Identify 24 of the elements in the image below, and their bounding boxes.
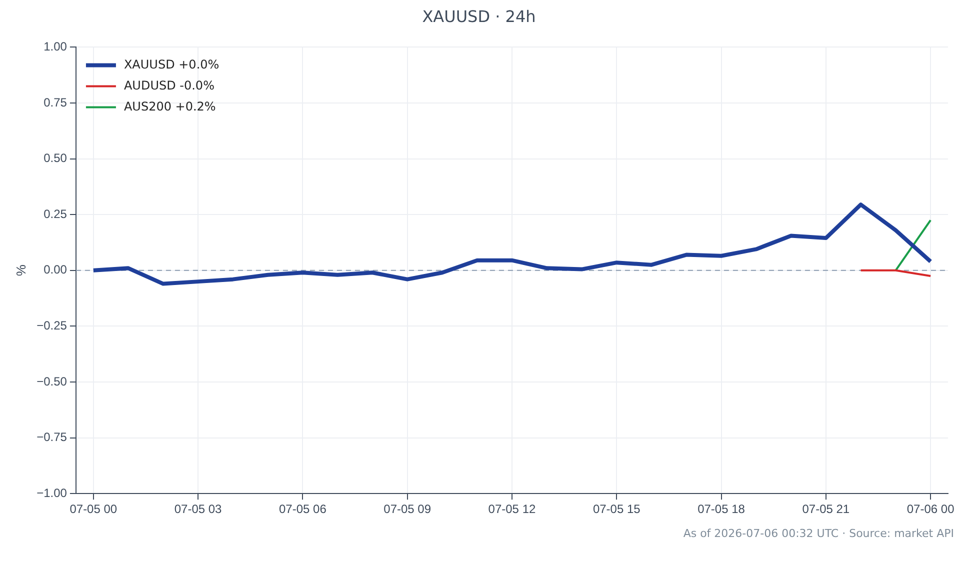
x-tick-label: 07-05 09 bbox=[384, 502, 432, 516]
y-axis-title: % bbox=[13, 264, 28, 276]
y-tick-label: −0.25 bbox=[36, 318, 68, 333]
y-tick-label: −1.00 bbox=[36, 486, 68, 500]
y-tick-label: 0.50 bbox=[44, 151, 68, 166]
y-tick-label: 0.75 bbox=[44, 95, 68, 110]
x-tick-label: 07-05 00 bbox=[70, 502, 118, 516]
x-tick-label: 07-05 18 bbox=[698, 502, 746, 516]
x-tick-label: 07-05 21 bbox=[802, 502, 850, 516]
y-tick-label: 1.00 bbox=[44, 40, 68, 54]
legend-label: AUS200 +0.2% bbox=[124, 99, 216, 114]
legend-label: AUDUSD -0.0% bbox=[124, 78, 214, 92]
text: As of 2026-07-06 00:32 UTC · Source: market API bbox=[683, 527, 954, 540]
x-tick-label: 07-06 00 bbox=[906, 502, 955, 516]
y-tick-label: −0.50 bbox=[36, 374, 68, 388]
legend-label: XAUUSD +0.0% bbox=[124, 57, 220, 72]
chart-title: XAUUSD · 24h bbox=[422, 6, 536, 26]
y-tick-label: 0.00 bbox=[44, 262, 68, 277]
x-tick-label: 07-05 15 bbox=[592, 502, 641, 516]
y-tick-label: −0.75 bbox=[36, 430, 68, 444]
x-tick-label: 07-05 06 bbox=[279, 502, 327, 516]
x-tick-label: 07-05 03 bbox=[174, 502, 222, 516]
y-tick-label: 0.25 bbox=[44, 206, 68, 221]
x-tick-label: 07-05 12 bbox=[488, 502, 536, 516]
